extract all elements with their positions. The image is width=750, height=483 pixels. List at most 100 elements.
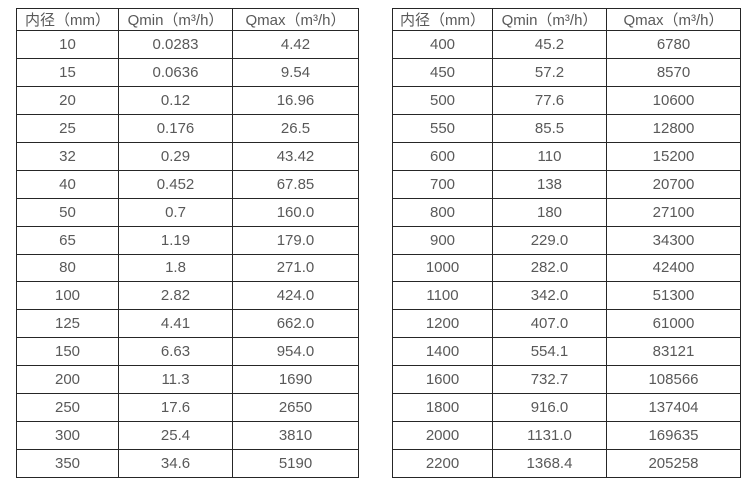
table-cell: 43.42 xyxy=(232,141,359,171)
table-cell: 1131.0 xyxy=(492,421,607,451)
table-cell: 150 xyxy=(16,337,119,367)
table-cell: 0.29 xyxy=(118,141,233,171)
table-cell: 500 xyxy=(392,85,493,115)
table-cell: 400 xyxy=(392,30,493,59)
table-row: 300 25.4 3810 xyxy=(16,421,359,451)
table-cell: 85.5 xyxy=(492,113,607,143)
table-cell: 9.54 xyxy=(232,57,359,87)
table-row: 2000 1131.0 169635 xyxy=(392,421,741,451)
table-cell: 17.6 xyxy=(118,393,233,423)
header-row: 内径（mm） Qmin（m³/h） Qmax（m³/h） xyxy=(392,8,741,31)
table-row: 150 6.63 954.0 xyxy=(16,337,359,367)
table-cell: 1100 xyxy=(392,281,493,311)
table-row: 450 57.2 8570 xyxy=(392,57,741,87)
table-cell: 11.3 xyxy=(118,365,233,395)
table-row: 700 138 20700 xyxy=(392,169,741,199)
table-row: 200 11.3 1690 xyxy=(16,365,359,395)
table-cell: 900 xyxy=(392,225,493,255)
table-cell: 229.0 xyxy=(492,225,607,255)
table-row: 1800 916.0 137404 xyxy=(392,393,741,423)
table-row: 2200 1368.4 205258 xyxy=(392,449,741,478)
table-row: 10 0.0283 4.42 xyxy=(16,30,359,59)
table-row: 500 77.6 10600 xyxy=(392,85,741,115)
table-cell: 554.1 xyxy=(492,337,607,367)
table-cell: 550 xyxy=(392,113,493,143)
table-cell: 1600 xyxy=(392,365,493,395)
table-cell: 1.19 xyxy=(118,225,233,255)
table-cell: 954.0 xyxy=(232,337,359,367)
table-cell: 25.4 xyxy=(118,421,233,451)
table-cell: 2650 xyxy=(232,393,359,423)
table-cell: 1000 xyxy=(392,253,493,283)
table-row: 1000 282.0 42400 xyxy=(392,253,741,283)
table-row: 32 0.29 43.42 xyxy=(16,141,359,171)
table-cell: 4.42 xyxy=(232,30,359,59)
table-cell: 0.7 xyxy=(118,197,233,227)
table-cell: 3810 xyxy=(232,421,359,451)
table-cell: 34.6 xyxy=(118,449,233,478)
column-header: Qmin（m³/h） xyxy=(492,8,607,31)
header-row: 内径（mm） Qmin（m³/h） Qmax（m³/h） xyxy=(16,8,359,31)
table-row: 350 34.6 5190 xyxy=(16,449,359,478)
table-cell: 5190 xyxy=(232,449,359,478)
table-cell: 61000 xyxy=(606,309,741,339)
table-row: 25 0.176 26.5 xyxy=(16,113,359,143)
table-cell: 1.8 xyxy=(118,253,233,283)
table-cell: 0.0636 xyxy=(118,57,233,87)
table-cell: 57.2 xyxy=(492,57,607,87)
table-cell: 1400 xyxy=(392,337,493,367)
table-cell: 0.12 xyxy=(118,85,233,115)
table-cell: 600 xyxy=(392,141,493,171)
table-cell: 4.41 xyxy=(118,309,233,339)
table-cell: 180 xyxy=(492,197,607,227)
table-cell: 110 xyxy=(492,141,607,171)
table-cell: 25 xyxy=(16,113,119,143)
table-cell: 2.82 xyxy=(118,281,233,311)
table-cell: 12800 xyxy=(606,113,741,143)
table-row: 800 180 27100 xyxy=(392,197,741,227)
table-cell: 65 xyxy=(16,225,119,255)
table-row: 15 0.0636 9.54 xyxy=(16,57,359,87)
table-row: 80 1.8 271.0 xyxy=(16,253,359,283)
table-cell: 10 xyxy=(16,30,119,59)
table-cell: 200 xyxy=(16,365,119,395)
table-cell: 6.63 xyxy=(118,337,233,367)
column-header: 内径（mm） xyxy=(16,8,119,31)
table-cell: 83121 xyxy=(606,337,741,367)
table-cell: 77.6 xyxy=(492,85,607,115)
table-cell: 662.0 xyxy=(232,309,359,339)
table-cell: 16.96 xyxy=(232,85,359,115)
table-row: 900 229.0 34300 xyxy=(392,225,741,255)
flow-spec-table-small-diameters: 内径（mm） Qmin（m³/h） Qmax（m³/h） 10 0.0283 4.42 1… xyxy=(16,8,359,478)
table-cell: 50 xyxy=(16,197,119,227)
table-cell: 80 xyxy=(16,253,119,283)
table-row: 400 45.2 6780 xyxy=(392,30,741,59)
table-row: 20 0.12 16.96 xyxy=(16,85,359,115)
table-cell: 0.0283 xyxy=(118,30,233,59)
table-row: 40 0.452 67.85 xyxy=(16,169,359,199)
table-cell: 0.176 xyxy=(118,113,233,143)
flow-spec-table-large-diameters: 内径（mm） Qmin（m³/h） Qmax（m³/h） 400 45.2 6780 45… xyxy=(392,8,741,478)
table-cell: 179.0 xyxy=(232,225,359,255)
table-cell: 2000 xyxy=(392,421,493,451)
table-row: 1400 554.1 83121 xyxy=(392,337,741,367)
table-row: 250 17.6 2650 xyxy=(16,393,359,423)
column-header: Qmin（m³/h） xyxy=(118,8,233,31)
table-cell: 137404 xyxy=(606,393,741,423)
column-header: Qmax（m³/h） xyxy=(606,8,741,31)
table-cell: 100 xyxy=(16,281,119,311)
table-row: 1600 732.7 108566 xyxy=(392,365,741,395)
table-cell: 271.0 xyxy=(232,253,359,283)
table-cell: 26.5 xyxy=(232,113,359,143)
table-cell: 51300 xyxy=(606,281,741,311)
table-cell: 0.452 xyxy=(118,169,233,199)
table-cell: 300 xyxy=(16,421,119,451)
table-row: 65 1.19 179.0 xyxy=(16,225,359,255)
table-cell: 10600 xyxy=(606,85,741,115)
table-cell: 138 xyxy=(492,169,607,199)
table-cell: 732.7 xyxy=(492,365,607,395)
table-cell: 160.0 xyxy=(232,197,359,227)
table-row: 1200 407.0 61000 xyxy=(392,309,741,339)
column-header: 内径（mm） xyxy=(392,8,493,31)
